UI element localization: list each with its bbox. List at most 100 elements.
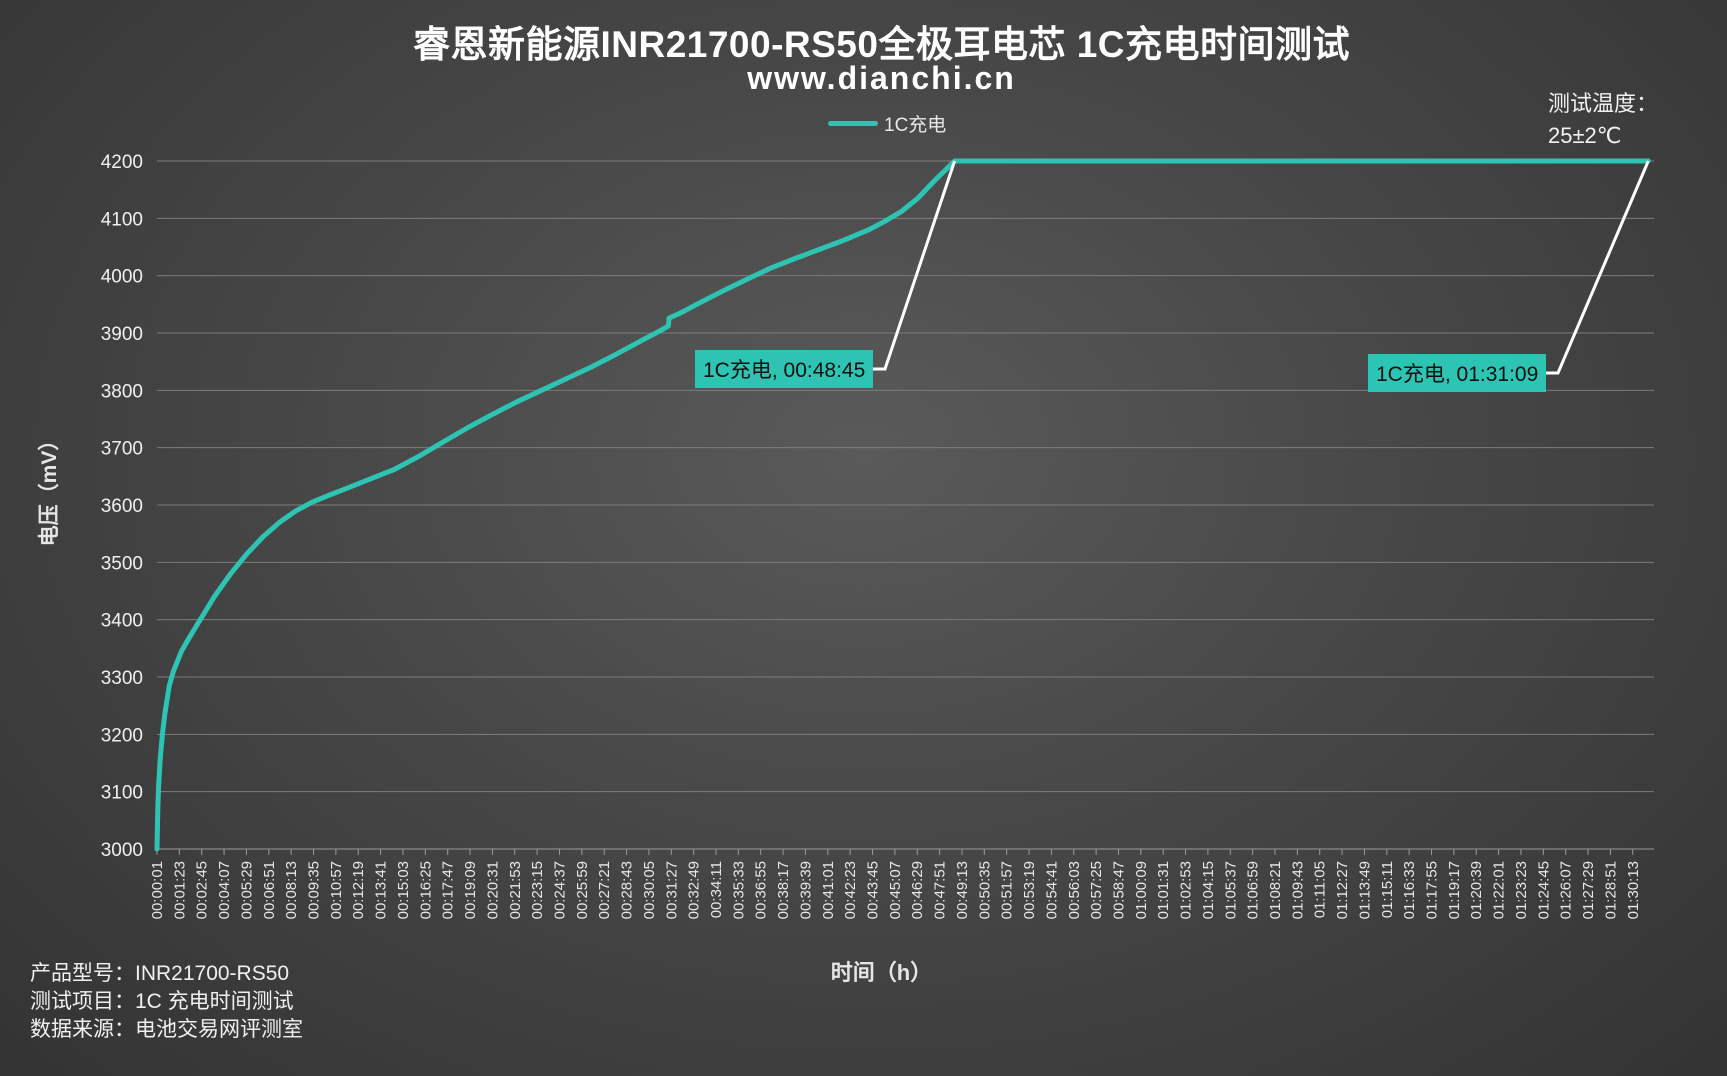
x-tick-label: 01:12:27 bbox=[1334, 861, 1351, 919]
x-tick-label: 01:06:59 bbox=[1245, 861, 1262, 919]
x-tick-label: 01:08:21 bbox=[1267, 861, 1284, 919]
footer-test-item: 测试项目：1C 充电时间测试 bbox=[30, 990, 294, 1013]
annotation-label-charge-end: 1C充电, 01:31:09 bbox=[1368, 354, 1547, 392]
y-tick-label: 3400 bbox=[101, 611, 143, 632]
x-tick-label: 00:06:51 bbox=[261, 861, 278, 919]
x-tick-label: 01:02:53 bbox=[1178, 861, 1195, 919]
y-tick-label: 3500 bbox=[101, 553, 143, 574]
y-tick-label: 3800 bbox=[101, 381, 143, 402]
x-tick-label: 01:24:45 bbox=[1535, 861, 1552, 919]
x-tick-label: 00:42:23 bbox=[842, 861, 859, 919]
x-tick-label: 00:19:09 bbox=[462, 861, 479, 919]
x-tick-label: 01:04:15 bbox=[1200, 861, 1217, 919]
x-tick-label: 01:01:31 bbox=[1155, 861, 1172, 919]
chart-legend: 1C充电 bbox=[828, 110, 946, 137]
x-tick-label: 00:57:25 bbox=[1088, 861, 1105, 919]
x-tick-label: 00:23:15 bbox=[529, 861, 546, 919]
x-tick-label: 00:39:39 bbox=[797, 861, 814, 919]
x-tick-label: 01:30:13 bbox=[1625, 861, 1642, 919]
temperature-label: 测试温度： 25±2℃ bbox=[1548, 88, 1658, 152]
x-tick-label: 00:31:27 bbox=[663, 861, 680, 919]
x-tick-label: 00:53:19 bbox=[1021, 861, 1038, 919]
x-tick-label: 00:54:41 bbox=[1043, 861, 1060, 919]
x-tick-label: 00:28:43 bbox=[619, 861, 636, 919]
y-tick-label: 4000 bbox=[101, 267, 143, 288]
x-tick-label: 01:13:49 bbox=[1356, 861, 1373, 919]
x-tick-label: 01:28:51 bbox=[1602, 861, 1619, 919]
x-tick-label: 01:00:09 bbox=[1133, 861, 1150, 919]
annotation-leader-line bbox=[873, 160, 957, 371]
x-tick-label: 00:45:07 bbox=[887, 861, 904, 919]
y-tick-label: 3000 bbox=[101, 840, 143, 861]
series-line-1c-charge bbox=[154, 158, 1651, 852]
y-tick-label: 3600 bbox=[101, 496, 143, 517]
y-tick-label: 3900 bbox=[101, 324, 143, 345]
x-tick-label: 00:32:49 bbox=[686, 861, 703, 919]
footer-source: 数据来源：电池交易网评测室 bbox=[30, 1018, 303, 1041]
x-tick-label: 01:15:11 bbox=[1379, 861, 1396, 918]
x-tick-label: 01:11:05 bbox=[1312, 861, 1329, 918]
x-tick-label: 00:04:07 bbox=[216, 861, 233, 919]
x-tick-label: 00:12:19 bbox=[350, 861, 367, 919]
x-axis-label: 时间（h） bbox=[830, 960, 933, 985]
y-tick-label: 3200 bbox=[101, 725, 143, 746]
x-tick-label: 00:36:55 bbox=[753, 861, 770, 919]
x-tick-label: 00:00:01 bbox=[149, 861, 166, 919]
x-tick-label: 00:34:11 bbox=[708, 861, 725, 918]
legend-label: 1C充电 bbox=[884, 115, 947, 136]
x-tick-label: 00:49:13 bbox=[954, 861, 971, 919]
x-tick-label: 01:09:43 bbox=[1289, 861, 1306, 919]
y-tick-label: 3300 bbox=[101, 668, 143, 689]
chart-subtitle: www.dianchi.cn bbox=[747, 60, 1016, 96]
chart-title: 睿恩新能源INR21700-RS50全极耳电芯 1C充电时间测试 bbox=[412, 24, 1351, 65]
y-tick-label: 3100 bbox=[101, 783, 143, 804]
temperature-value: 25±2℃ bbox=[1548, 123, 1622, 148]
x-tick-label: 00:13:41 bbox=[373, 861, 390, 919]
x-tick-label: 00:17:47 bbox=[440, 861, 457, 919]
x-tick-label: 00:09:35 bbox=[306, 861, 323, 919]
x-tick-label: 00:15:03 bbox=[395, 861, 412, 919]
annotation-label-charge-cutoff: 1C充电, 00:48:45 bbox=[695, 350, 874, 388]
x-tick-label: 00:10:57 bbox=[328, 861, 345, 919]
x-tick-label: 01:20:39 bbox=[1468, 861, 1485, 919]
y-axis-label: 电压（mV） bbox=[38, 429, 61, 547]
annotation-leader-line bbox=[1546, 160, 1650, 375]
x-tick-label: 00:02:45 bbox=[194, 861, 211, 919]
x-tick-label: 00:50:35 bbox=[976, 861, 993, 919]
x-tick-label: 01:17:55 bbox=[1424, 861, 1441, 919]
x-tick-label: 00:16:25 bbox=[417, 861, 434, 919]
x-tick-label: 00:27:21 bbox=[596, 861, 613, 919]
x-tick-label: 00:38:17 bbox=[775, 861, 792, 919]
footer-info: 产品型号：INR21700-RS50 测试项目：1C 充电时间测试 数据来源：电… bbox=[30, 960, 303, 1044]
x-tick-label: 01:27:29 bbox=[1580, 861, 1597, 919]
x-tick-label: 00:41:01 bbox=[820, 861, 837, 919]
x-tick-label: 01:26:07 bbox=[1558, 861, 1575, 919]
x-tick-label: 00:43:45 bbox=[865, 861, 882, 919]
x-tick-label: 00:56:03 bbox=[1066, 861, 1083, 919]
x-tick-label: 00:20:31 bbox=[484, 861, 501, 919]
x-tick-label: 00:25:59 bbox=[574, 861, 591, 919]
x-tick-label: 00:08:13 bbox=[283, 861, 300, 919]
x-tick-label: 00:05:29 bbox=[238, 861, 255, 919]
x-tick-label: 00:24:37 bbox=[551, 861, 568, 919]
legend-swatch bbox=[828, 121, 878, 126]
x-tick-label: 00:47:51 bbox=[932, 861, 949, 919]
y-tick-label: 3700 bbox=[101, 439, 143, 460]
x-tick-label: 01:19:17 bbox=[1446, 861, 1463, 919]
x-tick-label: 01:16:33 bbox=[1401, 861, 1418, 919]
x-tick-label: 01:05:37 bbox=[1222, 861, 1239, 919]
x-tick-label: 01:23:23 bbox=[1513, 861, 1530, 919]
x-tick-label: 00:51:57 bbox=[999, 861, 1016, 919]
y-tick-label: 4100 bbox=[101, 209, 143, 230]
x-tick-label: 00:35:33 bbox=[730, 861, 747, 919]
x-tick-label: 00:58:47 bbox=[1110, 861, 1127, 919]
x-tick-label: 00:01:23 bbox=[171, 861, 188, 919]
temperature-title: 测试温度： bbox=[1548, 91, 1659, 116]
x-tick-label: 00:30:05 bbox=[641, 861, 658, 919]
x-tick-label: 00:21:53 bbox=[507, 861, 524, 919]
x-tick-label: 01:22:01 bbox=[1491, 861, 1508, 919]
x-tick-label: 00:46:29 bbox=[909, 861, 926, 919]
footer-model: 产品型号：INR21700-RS50 bbox=[30, 962, 290, 985]
